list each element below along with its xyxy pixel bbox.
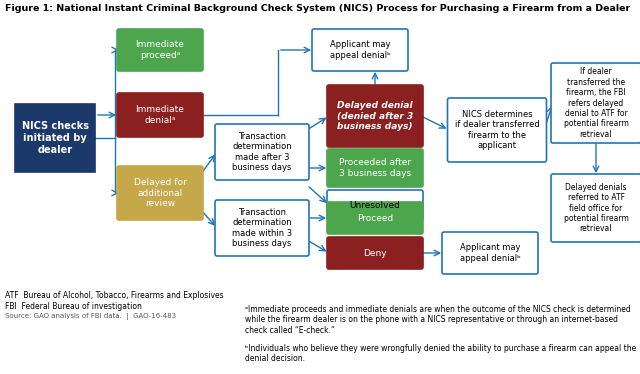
Text: Delayed denials
referred to ATF
field office for
potential firearm
retrieval: Delayed denials referred to ATF field of…: [564, 183, 628, 233]
FancyBboxPatch shape: [442, 232, 538, 274]
FancyBboxPatch shape: [447, 98, 547, 162]
FancyBboxPatch shape: [551, 174, 640, 242]
Text: Figure 1: National Instant Criminal Background Check System (NICS) Process for P: Figure 1: National Instant Criminal Back…: [5, 4, 630, 13]
FancyBboxPatch shape: [327, 190, 423, 220]
FancyBboxPatch shape: [215, 200, 309, 256]
Text: Transaction
determination
made within 3
business days: Transaction determination made within 3 …: [232, 208, 292, 248]
Text: Applicant may
appeal denialᵇ: Applicant may appeal denialᵇ: [460, 243, 520, 263]
Text: ᵇIndividuals who believe they were wrongfully denied the ability to purchase a f: ᵇIndividuals who believe they were wrong…: [245, 344, 636, 364]
Text: Immediate
proceedᵃ: Immediate proceedᵃ: [136, 40, 184, 60]
Text: Proceed: Proceed: [357, 214, 393, 223]
Text: Delayed for
additional
review: Delayed for additional review: [134, 178, 186, 208]
FancyBboxPatch shape: [117, 93, 203, 137]
Text: Deny: Deny: [363, 248, 387, 258]
Text: Immediate
denialᵃ: Immediate denialᵃ: [136, 105, 184, 125]
Text: NICS determines
if dealer transferred
firearm to the
applicant: NICS determines if dealer transferred fi…: [454, 110, 540, 150]
Text: Delayed denial
(denied after 3
business days): Delayed denial (denied after 3 business …: [337, 101, 413, 131]
Text: Proceeded after
3 business days: Proceeded after 3 business days: [339, 158, 411, 178]
Text: Unresolved: Unresolved: [349, 200, 401, 209]
Text: NICS checks
initiated by
dealer: NICS checks initiated by dealer: [22, 122, 88, 154]
FancyBboxPatch shape: [551, 63, 640, 143]
Text: ᵃImmediate proceeds and immediate denials are when the outcome of the NICS check: ᵃImmediate proceeds and immediate denial…: [245, 305, 631, 335]
Text: If dealer
transferred the
firearm, the FBI
refers delayed
denial to ATF for
pote: If dealer transferred the firearm, the F…: [564, 67, 628, 139]
Text: Source: GAO analysis of FBI data.  |  GAO-16-483: Source: GAO analysis of FBI data. | GAO-…: [5, 313, 176, 320]
Text: Transaction
determination
made after 3
business days: Transaction determination made after 3 b…: [232, 132, 292, 172]
Text: Applicant may
appeal denialᵇ: Applicant may appeal denialᵇ: [330, 40, 390, 60]
FancyBboxPatch shape: [117, 29, 203, 71]
FancyBboxPatch shape: [117, 166, 203, 220]
FancyBboxPatch shape: [327, 237, 423, 269]
FancyBboxPatch shape: [327, 149, 423, 187]
Text: ATF  Bureau of Alcohol, Tobacco, Firearms and Explosives: ATF Bureau of Alcohol, Tobacco, Firearms…: [5, 291, 223, 300]
FancyBboxPatch shape: [215, 124, 309, 180]
Text: FBI  Federal Bureau of investigation: FBI Federal Bureau of investigation: [5, 302, 142, 311]
FancyBboxPatch shape: [15, 104, 95, 172]
FancyBboxPatch shape: [312, 29, 408, 71]
FancyBboxPatch shape: [327, 85, 423, 147]
FancyBboxPatch shape: [327, 202, 423, 234]
